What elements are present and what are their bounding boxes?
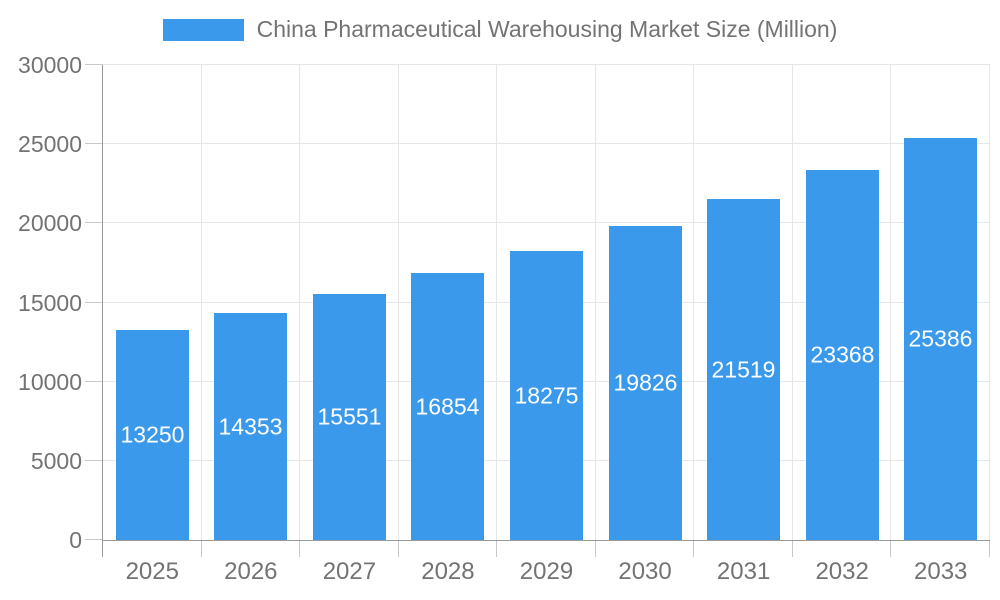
- bar-2026[interactable]: 14353: [214, 313, 287, 540]
- gridline-vertical: [496, 65, 498, 540]
- bar-2032[interactable]: 23368: [806, 170, 879, 540]
- bar-value-label: 23368: [810, 341, 875, 368]
- gridline-vertical: [594, 65, 596, 540]
- bar-2033[interactable]: 25386: [904, 138, 977, 540]
- bar-2025[interactable]: 13250: [116, 330, 189, 540]
- x-tick-label: 2026: [224, 558, 278, 585]
- bar-value-label: 21519: [711, 356, 776, 382]
- x-axis-tick: [890, 540, 892, 557]
- x-axis-tick: [200, 540, 202, 557]
- bar-value-label: 13250: [120, 421, 185, 448]
- gridline-vertical: [299, 65, 301, 540]
- x-tick-label: 2030: [618, 558, 672, 585]
- bar-value-label: 14353: [218, 413, 283, 439]
- y-tick-label: 0: [69, 527, 82, 553]
- bar-value-label: 19826: [613, 369, 678, 396]
- gridline-horizontal: [103, 64, 990, 65]
- gridline-vertical: [397, 65, 399, 540]
- y-tick-label: 25000: [18, 131, 82, 158]
- x-tick-label: 2027: [322, 558, 377, 585]
- bar-value-label: 16854: [415, 393, 480, 419]
- y-axis-tick: [85, 301, 103, 303]
- gridline-vertical: [200, 65, 202, 540]
- gridline-horizontal: [103, 222, 990, 224]
- x-axis-tick: [397, 540, 399, 557]
- bar-2030[interactable]: 19826: [609, 226, 682, 540]
- x-axis-tick: [693, 540, 695, 557]
- legend-swatch: [162, 18, 244, 41]
- x-tick-label: 2032: [815, 558, 869, 585]
- gridline-vertical: [693, 65, 695, 540]
- bar-2027[interactable]: 15551: [313, 294, 386, 540]
- x-axis-tick: [496, 540, 498, 557]
- y-tick-label: 15000: [18, 289, 82, 316]
- x-axis-tick: [299, 540, 301, 557]
- x-axis-tick: [791, 540, 793, 557]
- x-axis-line: [102, 540, 990, 541]
- x-axis-tick: [594, 540, 596, 557]
- y-tick-label: 30000: [18, 52, 82, 78]
- y-axis-tick: [85, 222, 103, 224]
- gridline-vertical: [791, 65, 793, 540]
- bar-2028[interactable]: 16854: [411, 273, 484, 540]
- x-tick-label: 2028: [421, 558, 475, 585]
- y-axis-tick: [85, 143, 103, 145]
- bar-value-label: 25386: [908, 325, 973, 352]
- bar-value-label: 15551: [317, 403, 382, 430]
- y-tick-label: 10000: [18, 368, 82, 395]
- bar-2031[interactable]: 21519: [707, 199, 780, 540]
- y-tick-label: 5000: [30, 447, 82, 474]
- y-axis-tick: [85, 459, 103, 461]
- y-axis-tick: [85, 64, 103, 65]
- x-tick-label: 2031: [716, 558, 771, 585]
- legend-label: China Pharmaceutical Warehousing Market …: [256, 16, 838, 42]
- legend[interactable]: China Pharmaceutical Warehousing Market …: [0, 16, 1000, 43]
- y-axis-line: [102, 65, 103, 557]
- bar-2029[interactable]: 18275: [510, 251, 583, 540]
- bar-value-label: 18275: [514, 382, 579, 408]
- y-tick-label: 20000: [18, 210, 82, 237]
- x-tick-label: 2025: [125, 558, 179, 585]
- gridline-horizontal: [103, 143, 990, 145]
- gridline-vertical: [890, 65, 892, 540]
- x-tick-label: 2029: [519, 558, 574, 585]
- y-axis-tick: [85, 539, 103, 540]
- x-tick-label: 2033: [914, 558, 968, 585]
- gridline-vertical: [989, 65, 990, 540]
- x-axis-tick: [989, 540, 990, 557]
- y-axis-tick: [85, 380, 103, 382]
